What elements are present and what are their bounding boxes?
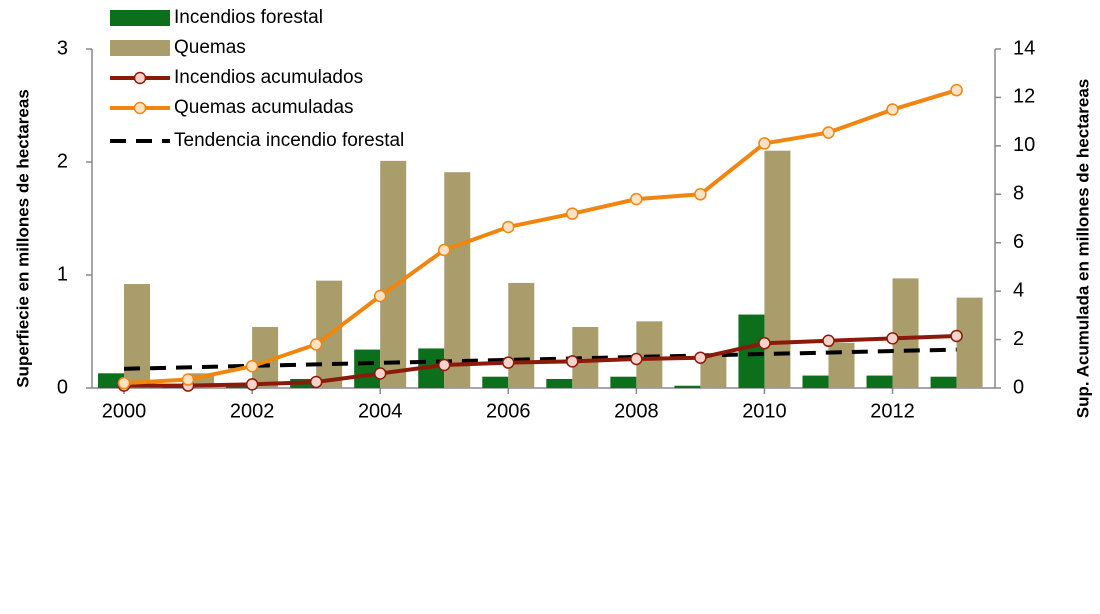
y-tick-label: 2	[57, 150, 68, 172]
marker	[886, 332, 899, 345]
legend-label: Quemas	[174, 37, 246, 58]
marker	[437, 243, 451, 257]
bar	[764, 150, 791, 388]
bar	[930, 376, 957, 388]
marker	[181, 373, 195, 386]
y-tick-label: 0	[57, 376, 68, 398]
y2-tick-label: 8	[1013, 183, 1024, 205]
bar	[610, 376, 637, 388]
legend-label: Incendios acumulados	[174, 67, 363, 88]
legend-marker	[133, 71, 147, 85]
y2-tick-label: 4	[1013, 279, 1024, 301]
marker	[502, 220, 515, 234]
marker	[502, 356, 515, 369]
y-tick-label: 3	[57, 37, 68, 59]
trend-line	[123, 347, 957, 371]
marker	[566, 207, 579, 220]
x-tick-label: 2008	[614, 400, 659, 422]
bar	[738, 314, 765, 388]
marker	[566, 355, 579, 368]
marker	[245, 359, 259, 373]
marker	[117, 376, 131, 390]
y2-tick-label: 2	[1013, 328, 1024, 350]
legend-swatch	[110, 10, 170, 26]
legend-label: Quemas acumuladas	[174, 97, 354, 118]
bar	[444, 172, 471, 388]
x-tick-label: 2002	[230, 400, 275, 422]
bar	[124, 284, 151, 388]
marker	[373, 367, 387, 380]
x-tick-label: 2012	[870, 400, 915, 422]
x-tick-label: 2006	[486, 400, 531, 422]
marker	[950, 83, 963, 97]
line	[124, 333, 957, 388]
bar	[956, 297, 983, 388]
y-tick-label: 1	[57, 263, 68, 285]
marker	[694, 188, 707, 201]
y-axis-title: Superfiecie en millones de hectareas	[13, 89, 32, 388]
bar	[674, 385, 701, 388]
y2-tick-label: 14	[1013, 37, 1035, 59]
marker	[630, 192, 643, 206]
bar	[802, 375, 829, 388]
bar	[828, 342, 855, 388]
y2-axis-title: Sup. Acumulada en millones de hectareas	[1073, 79, 1092, 418]
marker	[694, 351, 707, 364]
legend-label: Tendencia incendio forestal	[174, 130, 404, 151]
bar	[354, 349, 381, 388]
x-tick-label: 2010	[742, 400, 787, 422]
bar	[508, 282, 535, 388]
marker	[373, 289, 387, 303]
bar	[866, 375, 893, 388]
marker	[309, 338, 323, 351]
bar	[380, 160, 407, 388]
marker	[950, 329, 963, 343]
bar	[546, 378, 573, 388]
marker	[822, 126, 835, 139]
bar	[482, 376, 509, 388]
legend-marker	[133, 101, 147, 115]
marker	[630, 352, 643, 366]
bar	[98, 373, 125, 388]
x-tick-label: 2000	[102, 400, 147, 422]
marker	[822, 334, 835, 348]
marker	[758, 336, 771, 350]
marker	[309, 375, 323, 389]
legend-swatch	[110, 40, 170, 56]
marker	[437, 358, 451, 372]
y2-tick-label: 0	[1013, 376, 1024, 398]
y2-tick-label: 12	[1013, 86, 1035, 108]
marker	[758, 137, 771, 150]
line	[123, 88, 958, 386]
y2-tick-label: 6	[1013, 231, 1024, 253]
y2-tick-label: 10	[1013, 134, 1035, 156]
x-tick-label: 2004	[358, 400, 403, 422]
marker	[886, 103, 899, 116]
bar	[892, 278, 919, 388]
marker	[245, 378, 259, 391]
legend-label: Incendios forestal	[174, 7, 323, 28]
